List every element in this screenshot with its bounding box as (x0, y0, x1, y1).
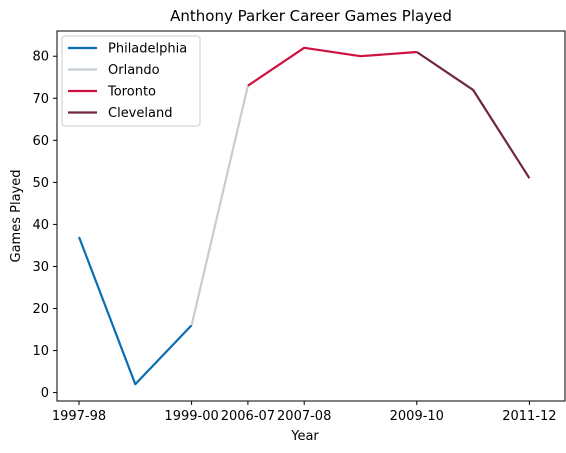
y-tick-label: 70 (32, 92, 49, 107)
x-tick-label: 2011-12 (502, 409, 556, 424)
legend-label-orlando: Orlando (108, 63, 160, 78)
legend: Philadelphia Orlando Toronto Cleveland (62, 36, 200, 126)
legend-label-cleveland: Cleveland (108, 106, 172, 121)
series-line-cleveland (417, 52, 530, 178)
chart-title: Anthony Parker Career Games Played (170, 7, 452, 25)
y-axis: 0 10 20 30 40 50 60 70 80 (32, 50, 57, 401)
y-tick-label: 50 (32, 176, 49, 191)
y-tick-label: 30 (32, 260, 49, 275)
y-tick-label: 80 (32, 50, 49, 65)
legend-label-philadelphia: Philadelphia (108, 42, 187, 57)
x-axis: 1997-98 1999-00 2006-07 2007-08 2009-10 2011-… (52, 401, 557, 424)
x-tick-label: 2006-07 (221, 409, 275, 424)
y-tick-label: 60 (32, 134, 49, 149)
series-line-toronto (248, 48, 417, 86)
y-tick-label: 20 (32, 302, 49, 317)
y-tick-label: 0 (41, 386, 49, 401)
x-axis-label: Year (290, 429, 319, 444)
series-line-philadelphia (79, 237, 192, 384)
x-tick-label: 1997-98 (52, 409, 106, 424)
x-tick-label: 2007-08 (277, 409, 331, 424)
y-tick-label: 40 (32, 218, 49, 233)
legend-label-toronto: Toronto (107, 85, 156, 100)
y-tick-label: 10 (32, 344, 49, 359)
x-tick-label: 1999-00 (164, 409, 218, 424)
x-tick-label: 2009-10 (390, 409, 444, 424)
y-axis-label: Games Played (9, 170, 24, 263)
